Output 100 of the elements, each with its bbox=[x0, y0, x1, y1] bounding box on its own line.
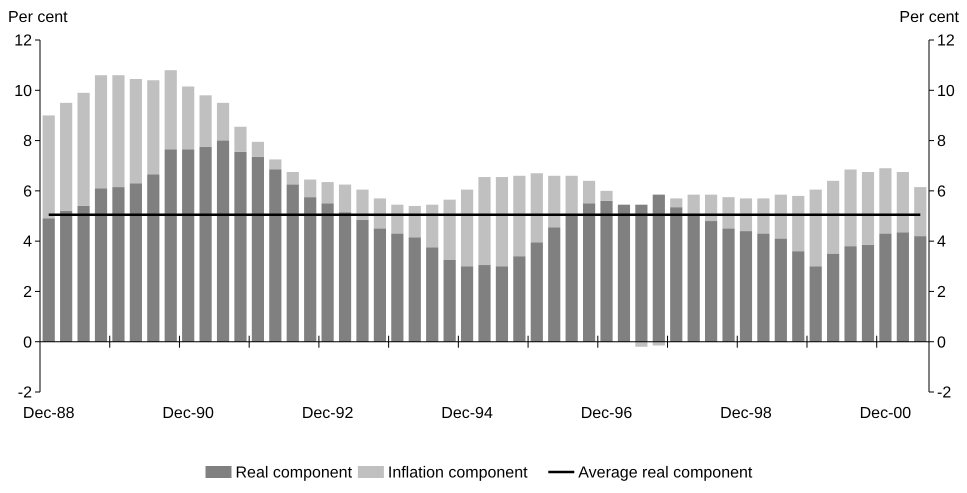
bar bbox=[252, 142, 264, 157]
y-tick-label: 6 bbox=[23, 183, 32, 200]
bar bbox=[216, 102, 230, 141]
bar bbox=[460, 190, 474, 266]
bar bbox=[774, 238, 787, 342]
bar bbox=[269, 169, 282, 342]
bar bbox=[356, 220, 369, 342]
bar bbox=[199, 146, 212, 342]
bar bbox=[896, 172, 909, 232]
bar bbox=[286, 184, 299, 342]
legend-label: Inflation component bbox=[388, 464, 528, 482]
bar bbox=[478, 265, 491, 342]
bar bbox=[600, 190, 613, 201]
bar bbox=[652, 342, 665, 346]
bar bbox=[635, 204, 648, 342]
bar bbox=[705, 221, 718, 342]
bar bbox=[792, 251, 804, 342]
bar bbox=[234, 126, 247, 152]
bar bbox=[862, 172, 874, 245]
x-tick-label: Dec-92 bbox=[302, 405, 354, 422]
bar bbox=[757, 198, 770, 234]
bar bbox=[810, 266, 822, 342]
y2-tick-label: 12 bbox=[937, 32, 955, 50]
y-tick-label: 8 bbox=[23, 133, 32, 150]
bar bbox=[182, 149, 194, 342]
bar bbox=[94, 75, 108, 188]
bar bbox=[688, 194, 700, 214]
bar bbox=[496, 177, 508, 266]
bar bbox=[652, 194, 665, 342]
bar bbox=[216, 140, 230, 342]
legend-label: Real component bbox=[236, 464, 353, 482]
bar bbox=[774, 194, 787, 239]
bar bbox=[600, 200, 613, 342]
bar bbox=[356, 190, 369, 220]
bar bbox=[548, 227, 560, 342]
bar bbox=[496, 266, 508, 342]
bar bbox=[286, 172, 299, 185]
bar bbox=[322, 182, 334, 204]
bar bbox=[670, 207, 682, 342]
bar bbox=[42, 115, 55, 219]
bar bbox=[582, 180, 596, 204]
bar bbox=[478, 177, 491, 266]
bar bbox=[112, 187, 125, 342]
y2-tick-label: 0 bbox=[937, 334, 946, 352]
bar bbox=[740, 231, 752, 342]
bar bbox=[60, 102, 72, 211]
bar bbox=[391, 234, 404, 342]
bar bbox=[426, 204, 438, 248]
y-tick-label: 10 bbox=[14, 82, 32, 100]
bar bbox=[844, 246, 857, 342]
bar bbox=[548, 176, 560, 228]
bar bbox=[582, 203, 596, 342]
bar bbox=[513, 256, 526, 342]
bar bbox=[426, 247, 438, 342]
bar bbox=[182, 86, 194, 150]
bar bbox=[322, 203, 334, 342]
bar bbox=[77, 206, 90, 342]
y2-tick-label: -2 bbox=[937, 384, 952, 402]
x-tick-label: Dec-96 bbox=[580, 405, 632, 422]
y2-tick-label: 6 bbox=[937, 183, 946, 200]
bar bbox=[530, 173, 543, 242]
bar bbox=[722, 228, 735, 342]
bar bbox=[914, 187, 926, 236]
bar bbox=[408, 237, 421, 342]
bar bbox=[234, 152, 247, 342]
bar bbox=[164, 149, 177, 342]
bar bbox=[374, 198, 386, 229]
bar bbox=[199, 95, 212, 147]
bar bbox=[827, 254, 840, 342]
legend-label: Average real component bbox=[578, 464, 753, 482]
bar bbox=[444, 260, 456, 342]
bar bbox=[444, 200, 456, 260]
bar bbox=[94, 188, 108, 342]
y-tick-label: 4 bbox=[23, 234, 32, 251]
bar bbox=[408, 206, 421, 238]
bar bbox=[566, 176, 578, 215]
bar bbox=[530, 242, 543, 342]
x-tick-label: Dec-90 bbox=[162, 405, 214, 422]
bar bbox=[879, 234, 892, 342]
bar bbox=[42, 218, 55, 342]
bar bbox=[252, 156, 264, 342]
y2-tick-label: 10 bbox=[937, 82, 955, 100]
y2-axis-title: Per cent bbox=[899, 9, 960, 26]
bar bbox=[460, 266, 474, 342]
bar bbox=[269, 159, 282, 170]
bar bbox=[862, 244, 874, 342]
bar bbox=[513, 176, 526, 256]
y2-tick-label: 8 bbox=[937, 133, 946, 150]
bar bbox=[566, 214, 578, 342]
y2-tick-label: 4 bbox=[937, 234, 946, 251]
bar bbox=[844, 169, 857, 246]
bar bbox=[147, 80, 160, 175]
y-axis-title: Per cent bbox=[8, 9, 68, 26]
x-tick-label: Dec-00 bbox=[860, 405, 912, 422]
x-tick-label: Dec-94 bbox=[441, 405, 493, 422]
y-tick-label: 2 bbox=[23, 284, 32, 302]
bar bbox=[130, 78, 142, 184]
bar bbox=[896, 232, 909, 342]
bar bbox=[827, 180, 840, 254]
bar bbox=[147, 174, 160, 342]
